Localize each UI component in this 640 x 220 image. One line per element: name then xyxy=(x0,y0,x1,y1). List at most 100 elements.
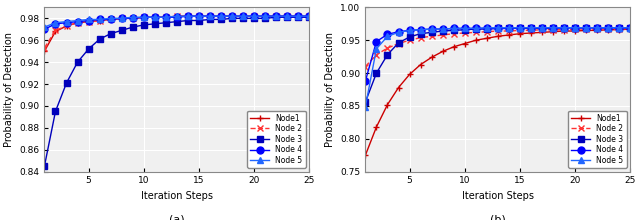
Node 3 xyxy=(239,17,247,20)
Node 2 xyxy=(250,15,258,17)
Node 2 xyxy=(129,17,136,20)
Node 3 xyxy=(516,27,524,30)
Node 5 xyxy=(96,18,104,21)
Node 2 xyxy=(362,65,369,68)
Node 4 xyxy=(572,26,579,29)
Node 4 xyxy=(439,28,447,30)
Node 2 xyxy=(582,28,590,30)
Node 3 xyxy=(74,61,81,63)
Line: Node 5: Node 5 xyxy=(363,25,633,109)
Node 5 xyxy=(593,26,601,29)
Node 5 xyxy=(516,26,524,29)
Node 2 xyxy=(84,20,92,23)
Node 2 xyxy=(450,32,458,35)
Node 4 xyxy=(372,40,380,43)
Node 5 xyxy=(428,28,435,30)
Node 4 xyxy=(284,15,291,17)
Node 4 xyxy=(184,15,192,17)
Node 5 xyxy=(527,26,535,29)
Node1 xyxy=(527,32,535,34)
Node 5 xyxy=(605,26,612,29)
Node 2 xyxy=(472,31,479,34)
Node1 xyxy=(494,35,502,38)
Node 2 xyxy=(294,15,302,17)
Node 3 xyxy=(217,18,225,21)
Node 5 xyxy=(262,15,269,17)
Node 3 xyxy=(118,29,125,32)
Node 5 xyxy=(306,15,314,17)
Node 3 xyxy=(572,26,579,29)
Node 4 xyxy=(461,27,468,30)
Node 4 xyxy=(52,22,60,25)
Node 2 xyxy=(195,15,203,17)
Node 2 xyxy=(439,34,447,36)
Line: Node 4: Node 4 xyxy=(41,13,313,33)
Node 3 xyxy=(284,16,291,18)
Node 3 xyxy=(461,28,468,31)
Node 2 xyxy=(561,28,568,31)
Node 3 xyxy=(40,165,48,167)
Node 5 xyxy=(461,27,468,30)
Node 4 xyxy=(395,30,403,33)
Node1 xyxy=(417,63,424,66)
Node 2 xyxy=(627,27,634,30)
Node 2 xyxy=(52,29,60,32)
Node 5 xyxy=(383,35,391,38)
Line: Node 5: Node 5 xyxy=(42,13,312,30)
Node 4 xyxy=(118,17,125,20)
Node 5 xyxy=(129,16,136,18)
Node 3 xyxy=(228,17,236,20)
Node 2 xyxy=(483,30,491,33)
Node 5 xyxy=(362,105,369,108)
Node 5 xyxy=(74,19,81,22)
Y-axis label: Probability of Detection: Probability of Detection xyxy=(325,32,335,147)
Node 4 xyxy=(40,28,48,31)
Node 2 xyxy=(505,30,513,32)
Node1 xyxy=(273,15,280,17)
Node 5 xyxy=(395,31,403,34)
Node 5 xyxy=(239,15,247,17)
Node 3 xyxy=(250,17,258,20)
Node 2 xyxy=(395,42,403,45)
Node 2 xyxy=(428,35,435,38)
Node1 xyxy=(96,19,104,22)
Node1 xyxy=(428,56,435,59)
Node 2 xyxy=(572,28,579,30)
Node1 xyxy=(195,15,203,17)
Node 5 xyxy=(472,27,479,30)
Node 3 xyxy=(162,21,170,24)
Node 5 xyxy=(627,26,634,29)
Node 4 xyxy=(472,27,479,30)
Node 5 xyxy=(284,15,291,17)
Node 3 xyxy=(605,26,612,29)
Node 4 xyxy=(561,26,568,29)
Node 2 xyxy=(239,15,247,17)
Node 2 xyxy=(273,15,280,17)
Node 2 xyxy=(63,25,70,27)
Node1 xyxy=(52,30,60,33)
Node 4 xyxy=(217,15,225,17)
Node 5 xyxy=(52,21,60,24)
Node 5 xyxy=(538,26,546,29)
Node 5 xyxy=(450,27,458,30)
Node 5 xyxy=(549,26,557,29)
Node 4 xyxy=(627,26,634,29)
Node 2 xyxy=(162,16,170,18)
Node 2 xyxy=(262,15,269,17)
Node 4 xyxy=(383,33,391,36)
Node 3 xyxy=(593,26,601,29)
Node1 xyxy=(306,15,314,17)
Node1 xyxy=(262,15,269,17)
Title: (b): (b) xyxy=(490,214,506,220)
Node 5 xyxy=(273,15,280,17)
Node 4 xyxy=(605,26,612,29)
Node 2 xyxy=(494,30,502,32)
Node 4 xyxy=(527,26,535,29)
Node 4 xyxy=(549,26,557,29)
Node1 xyxy=(63,25,70,27)
Node 3 xyxy=(549,27,557,30)
Node 4 xyxy=(616,26,623,29)
Node1 xyxy=(582,29,590,32)
Node 3 xyxy=(494,27,502,30)
Node 5 xyxy=(582,26,590,29)
